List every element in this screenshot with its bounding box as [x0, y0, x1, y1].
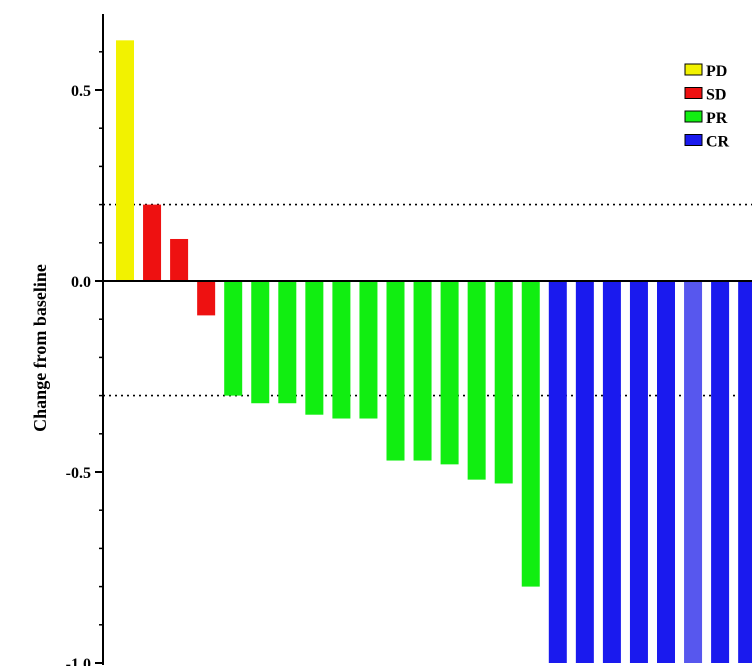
- bar-sd-3: [170, 238, 189, 281]
- bar-pr-12: [413, 281, 432, 461]
- bar-cr-18: [575, 281, 594, 663]
- bar-cr-22: [684, 281, 703, 663]
- legend: PD SD PR CR: [684, 63, 730, 151]
- y-tick-label: 0.5: [71, 83, 91, 100]
- bar-pr-15: [494, 281, 513, 484]
- bar-cr-17: [548, 281, 567, 663]
- legend-label-pd: PD: [706, 63, 727, 80]
- y-tick-label: -0.5: [66, 465, 91, 482]
- bar-cr-20: [629, 281, 648, 663]
- legend-label-sd: SD: [706, 87, 726, 104]
- bar-pr-13: [440, 281, 459, 465]
- axes-group: 0.5 0.0 -0.5 -1.0: [66, 14, 752, 671]
- bar-pr-16: [521, 281, 540, 587]
- bar-cr-21: [657, 281, 675, 663]
- legend-swatch-pr: [684, 110, 703, 123]
- legend-label-pr: PR: [706, 110, 728, 127]
- bar-sd-4: [197, 281, 216, 316]
- bar-cr-23: [711, 281, 730, 663]
- bar-pr-7: [278, 281, 297, 404]
- legend-label-cr: CR: [706, 134, 730, 151]
- bar-pr-6: [251, 281, 270, 404]
- bar-pd-1: [116, 40, 134, 282]
- bar-sd-2: [143, 204, 162, 281]
- bar-cr-24: [738, 281, 752, 663]
- bar-cr-19: [602, 281, 621, 663]
- bar-pr-5: [224, 281, 243, 396]
- bar-pr-11: [386, 281, 405, 461]
- y-tick-label: -1.0: [66, 656, 91, 666]
- bar-pr-10: [359, 281, 378, 419]
- legend-swatch-sd: [684, 87, 703, 99]
- bar-pr-9: [332, 281, 351, 419]
- bars-group: [116, 40, 752, 663]
- legend-swatch-cr: [684, 134, 703, 146]
- bar-pr-14: [467, 281, 486, 480]
- legend-swatch-pd: [684, 63, 703, 76]
- y-axis-title: Change from baseline: [30, 264, 50, 432]
- y-tick-label: 0.0: [71, 274, 91, 291]
- bar-pr-8: [305, 281, 324, 415]
